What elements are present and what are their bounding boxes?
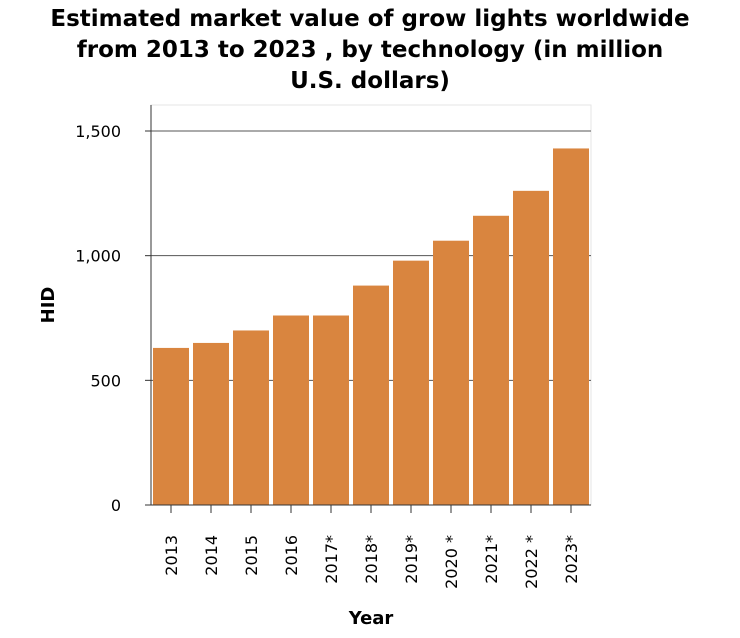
bar [233, 330, 269, 505]
bar [193, 342, 229, 505]
bar [353, 285, 389, 505]
x-tick-label: 2014 [202, 535, 221, 576]
x-tick-label: 2016 [282, 535, 301, 576]
chart-title-line-2: from 2013 to 2023 , by technology (in mi… [76, 37, 664, 63]
x-tick-label: 2020 * [442, 535, 461, 589]
x-axis-label: Year [348, 608, 394, 629]
x-tick-label: 2023* [562, 535, 581, 584]
bar [513, 190, 549, 505]
x-tick-label: 2019* [402, 535, 421, 584]
bar [273, 315, 309, 505]
y-tick-labels: 0 500 1,000 1,500 [75, 122, 121, 515]
x-tick-label: 2018* [362, 535, 381, 584]
chart-title-line-1: Estimated market value of grow lights wo… [50, 6, 690, 32]
x-tick-label: 2015 [242, 535, 261, 576]
x-tick-label: 2021* [482, 535, 501, 584]
x-tick-labels: 2013 2014 2015 2016 2017* 2018* 2019* 2020 * 202… [162, 535, 581, 589]
x-tick-label: 2022 * [522, 535, 541, 589]
y-axis-label: HID [38, 287, 59, 324]
bar [393, 260, 429, 505]
x-tick-label: 2013 [162, 535, 181, 576]
y-tick-label: 500 [90, 371, 121, 390]
bar [433, 240, 469, 505]
bar [313, 315, 349, 505]
x-tick-label: 2017* [322, 535, 341, 584]
bar [153, 347, 189, 505]
y-tick-label: 1,000 [75, 247, 121, 266]
axes [145, 105, 591, 513]
chart-title-line-3: U.S. dollars) [290, 68, 450, 94]
bar [553, 148, 589, 505]
bar [473, 215, 509, 506]
chart-title: Estimated market value of grow lights wo… [0, 4, 740, 97]
bars [153, 148, 589, 506]
y-tick-label: 0 [111, 496, 121, 515]
y-tick-label: 1,500 [75, 122, 121, 141]
